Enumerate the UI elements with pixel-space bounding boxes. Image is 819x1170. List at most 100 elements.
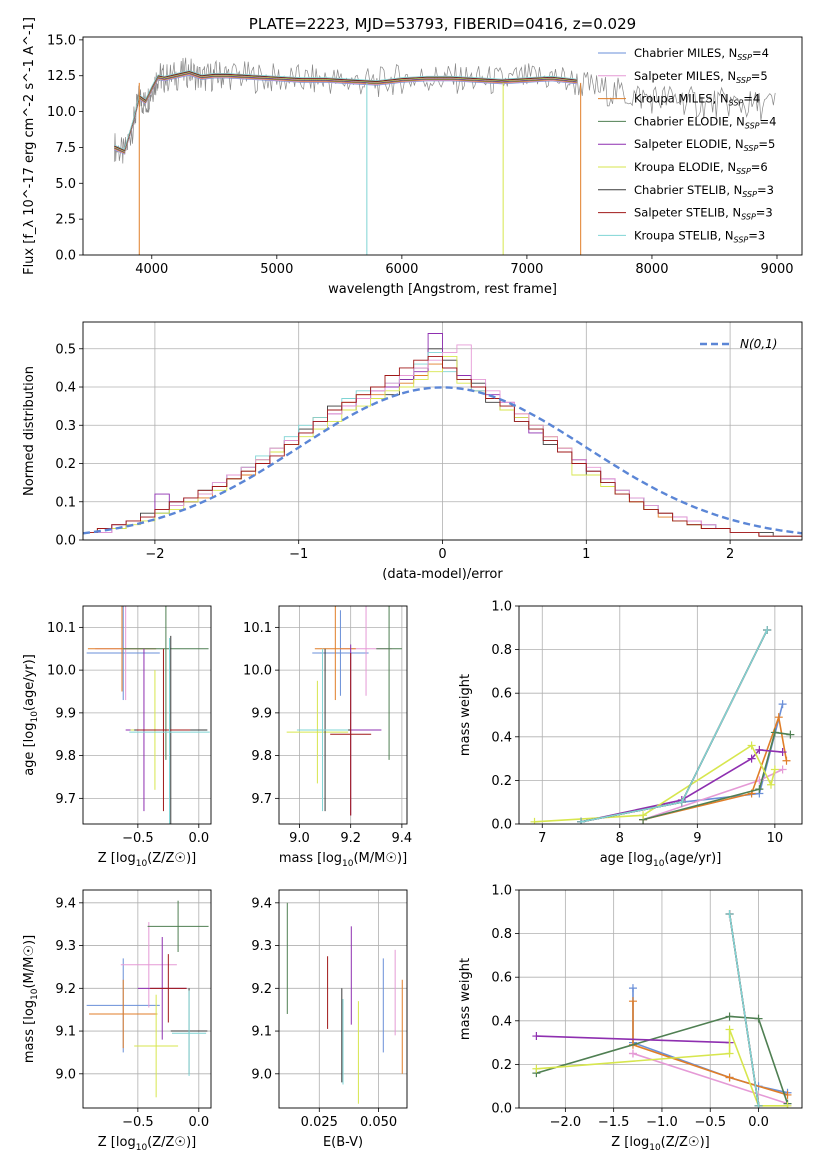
spectrum-xtick-label: 6000: [385, 262, 418, 277]
weight-vs-Z-xtick-label: 0.0: [748, 1115, 769, 1130]
legend-entry: Chabrier STELIB, NSSP=3: [634, 183, 774, 199]
age-vs-mass-xtick-label: 9.0: [289, 831, 310, 846]
mass-vs-Z-ytick-label: 9.4: [55, 896, 76, 911]
weight-marker: [628, 984, 637, 993]
spectrum-model-line: [114, 70, 577, 150]
weight-vs-age-ytick-label: 0.6: [491, 687, 512, 702]
weight-marker: [783, 1101, 792, 1108]
weight-marker: [754, 1014, 763, 1023]
weight-vs-Z-plot-area: [532, 909, 792, 1108]
weight-marker: [774, 713, 783, 722]
weight-vs-age-ylabel: mass weight: [458, 674, 473, 756]
weight-vs-Z-ylabel: mass weight: [458, 958, 473, 1040]
residuals-ylabel: Normed distribution: [22, 366, 37, 496]
age-vs-mass-ytick-label: 10.0: [243, 664, 272, 679]
weight-vs-Z-xtick-label: −1.5: [598, 1115, 630, 1130]
weight-vs-Z-panel: −2.0 −1.5 −1.0 −0.5 0.0 0.0 0.2 0.4 0.6 0.8 1.0 Z […: [458, 884, 803, 1153]
residuals-xtick-label: −1: [289, 547, 308, 562]
weight-marker: [766, 780, 775, 789]
weight-marker: [628, 997, 637, 1006]
spectrum-ytick-label: 5.0: [55, 177, 76, 192]
weight-marker: [763, 625, 772, 634]
gaussian-legend-label: N(0,1): [740, 337, 777, 351]
mass-vs-Z-ytick-label: 9.0: [55, 1067, 76, 1082]
weight-vs-age-xtick-label: 10: [767, 831, 784, 846]
mass-vs-EBV-ytick-label: 9.4: [251, 896, 272, 911]
residuals-xtick-label: 2: [726, 547, 734, 562]
weight-vs-Z-frame: [518, 889, 803, 1109]
weight-marker: [577, 817, 586, 824]
age-vs-mass-xtick-label: 9.2: [340, 831, 361, 846]
spectrum-ytick-label: 2.5: [55, 213, 76, 228]
weight-marker: [786, 730, 795, 739]
weight-vs-Z-ytick-label: 0.4: [491, 1014, 512, 1029]
weight-marker: [782, 756, 791, 765]
weight-vs-age-ytick-label: 0.8: [491, 643, 512, 658]
age-vs-mass-panel: 9.0 9.2 9.4 9.7 9.8 9.9 10.0 10.1 mass [log10(M/…: [243, 605, 413, 869]
spectrum-frame: [82, 36, 803, 256]
residuals-ytick-label: 0.4: [55, 381, 76, 396]
age-vs-Z-ytick-label: 9.7: [55, 792, 76, 807]
age-vs-mass-ytick-label: 9.8: [251, 749, 272, 764]
weight-marker: [778, 700, 787, 709]
weight-line: [642, 731, 791, 821]
weight-marker: [639, 811, 648, 820]
mass-vs-Z-xtick-label: 0.0: [188, 1115, 209, 1130]
spectrum-ytick-label: 15.0: [47, 33, 76, 48]
weight-vs-age-xtick-label: 7: [538, 831, 546, 846]
mass-vs-Z-plot-area: [86, 900, 209, 1098]
weight-marker: [747, 754, 756, 763]
mass-vs-EBV-ytick-label: 9.0: [251, 1067, 272, 1082]
mass-vs-EBV-panel: 0.025 0.050 9.0 9.1 9.2 9.3 9.4 E(B-V): [251, 889, 408, 1150]
weight-vs-age-xtick-label: 9: [693, 831, 701, 846]
age-vs-Z-frame: [82, 605, 212, 825]
age-vs-Z-xtick-label: 0.0: [188, 831, 209, 846]
weight-marker: [530, 817, 539, 824]
weight-marker: [532, 1032, 541, 1041]
spectrum-ytick-label: 7.5: [55, 141, 76, 156]
weight-line: [728, 913, 760, 1106]
weight-vs-age-ytick-label: 0.4: [491, 730, 512, 745]
residuals-plot-area: [83, 333, 802, 537]
spectrum-ytick-label: 12.5: [47, 69, 76, 84]
legend-entry: Chabrier MILES, NSSP=4: [634, 46, 769, 62]
weight-vs-age-xtick-label: 8: [616, 831, 624, 846]
mass-vs-EBV-ytick-label: 9.3: [251, 939, 272, 954]
age-vs-Z-panel: −0.5 0.0 9.7 9.8 9.9 10.0 10.1 Z [log10(Z/Z☉)] a…: [22, 605, 212, 869]
mass-vs-Z-frame: [82, 889, 212, 1109]
mass-vs-Z-panel: −0.5 0.0 9.0 9.1 9.2 9.3 9.4 Z [log10(Z/Z☉)] mas…: [22, 889, 212, 1153]
mass-vs-Z-ytick-label: 9.2: [55, 982, 76, 997]
mass-vs-EBV-frame: [278, 889, 408, 1109]
weight-line: [536, 1015, 789, 1104]
age-vs-mass-frame: [278, 605, 408, 825]
spectrum-title: PLATE=2223, MJD=53793, FIBERID=0416, z=0…: [249, 15, 636, 33]
mass-vs-EBV-ytick-label: 9.2: [251, 982, 272, 997]
age-vs-mass-plot-area: [286, 606, 402, 816]
legend-entry: Salpeter ELODIE, NSSP=5: [634, 137, 775, 153]
legend-entry: Salpeter STELIB, NSSP=3: [634, 206, 773, 222]
residuals-frame: [82, 321, 803, 541]
weight-vs-age-ytick-label: 0.0: [491, 818, 512, 833]
residuals-xtick-label: 1: [582, 547, 590, 562]
legend-entry: Kroupa ELODIE, NSSP=6: [634, 160, 768, 176]
legend-entry: Chabrier ELODIE, NSSP=4: [634, 114, 776, 130]
spectrum-ylabel: Flux [f_λ 10^-17 erg cm^-2 s^-1 A^-1]: [22, 17, 37, 275]
weight-marker: [532, 1064, 541, 1073]
residuals-xlabel: (data-model)/error: [382, 567, 503, 582]
spectrum-ytick-label: 0.0: [55, 249, 76, 264]
age-vs-Z-xtick-label: −0.5: [122, 831, 154, 846]
legend-entry: Kroupa STELIB, NSSP=3: [634, 228, 765, 244]
residuals-panel: −2 −1 0 1 2 0.0 0.1 0.2 0.3 0.4 0.5 (data-model)/er…: [22, 321, 803, 582]
age-vs-mass-xtick-label: 9.4: [392, 831, 413, 846]
mass-vs-Z-ylabel: mass [log10(M/M☉)]: [22, 935, 40, 1063]
weight-marker: [747, 741, 756, 750]
weight-vs-Z-ytick-label: 0.0: [491, 1102, 512, 1117]
mass-vs-Z-ytick-label: 9.3: [55, 939, 76, 954]
weight-vs-Z-xtick-label: −2.0: [550, 1115, 582, 1130]
weight-marker: [778, 765, 787, 774]
legend-entry: Salpeter MILES, NSSP=5: [634, 69, 768, 85]
weight-line: [632, 1001, 788, 1096]
weight-marker: [755, 785, 764, 794]
